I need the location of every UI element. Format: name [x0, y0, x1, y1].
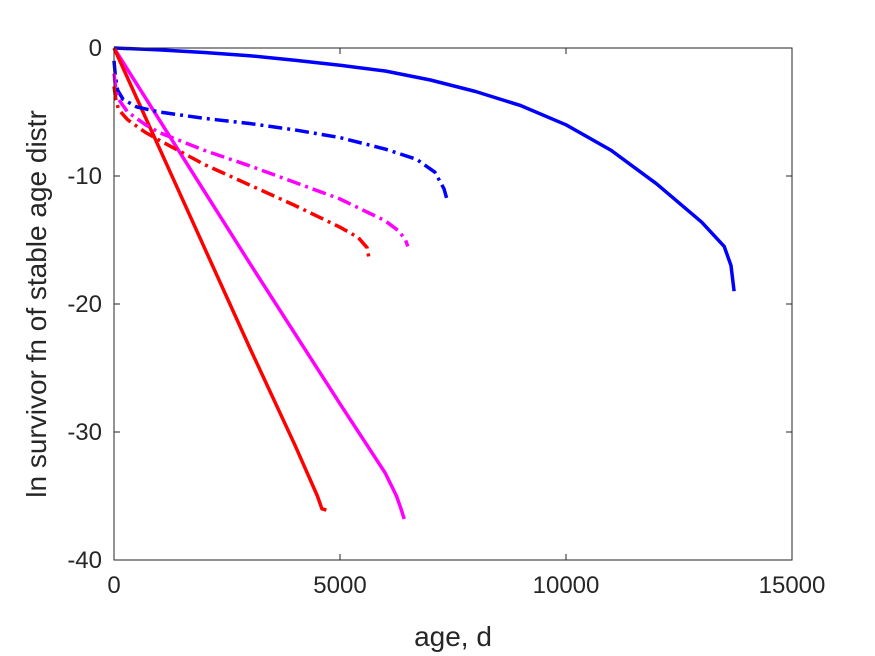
x-axis: 0 5000 10000 15000 [107, 572, 825, 599]
y-tick-label: -40 [67, 547, 102, 574]
series-line-5 [112, 73, 410, 247]
y-tick-label: -30 [67, 419, 102, 446]
series-line-2 [112, 47, 406, 520]
series-line-6 [112, 86, 372, 261]
y-tick-label: -10 [67, 163, 102, 190]
x-tick-label: 5000 [313, 572, 366, 599]
y-axis-title: ln survivor fn of stable age distr [21, 110, 52, 498]
x-axis-title: age, d [414, 621, 492, 652]
series-line-1 [113, 46, 736, 292]
x-tick-label: 10000 [533, 572, 600, 599]
plot-frame [113, 47, 793, 561]
y-tick-label: 0 [89, 35, 102, 62]
x-tick-marks [113, 48, 793, 560]
y-tick-label: -20 [67, 291, 102, 318]
series-layer [112, 46, 736, 520]
x-tick-label: 15000 [759, 572, 826, 599]
series-line-4 [112, 60, 450, 203]
y-tick-marks [114, 47, 792, 561]
x-tick-label: 0 [107, 572, 120, 599]
series-line-3 [112, 47, 327, 512]
y-axis: 0 -10 -20 -30 -40 [67, 35, 102, 574]
